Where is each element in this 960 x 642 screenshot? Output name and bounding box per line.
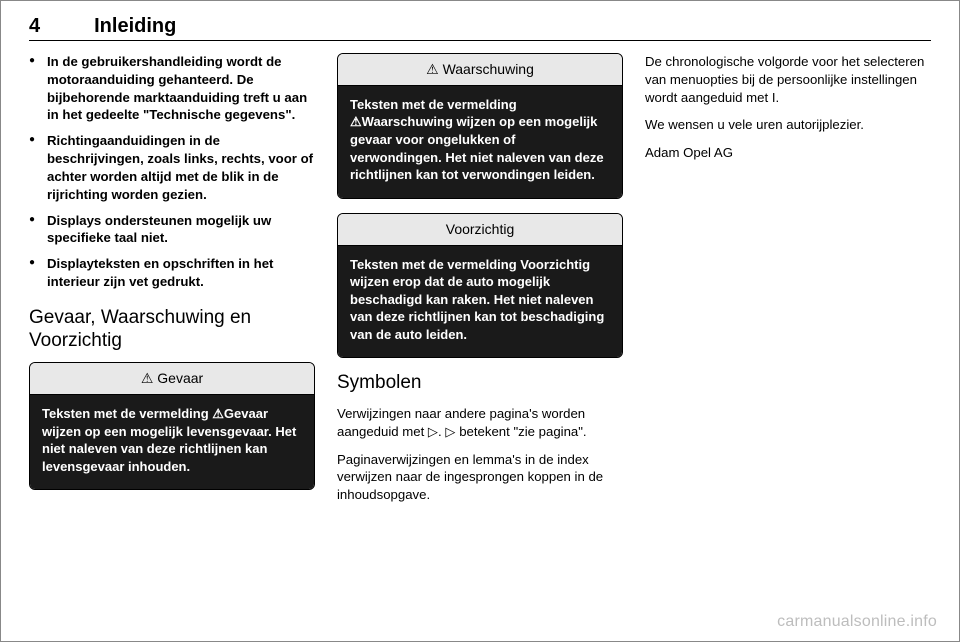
list-item: In de gebruikershandleiding wordt de mot…: [29, 53, 315, 124]
warning-icon: ⚠: [350, 114, 362, 129]
callout-warning-title: ⚠ Waarschuwing: [338, 54, 622, 86]
section-title: Inleiding: [94, 15, 176, 38]
column-2: ⚠ Waarschuwing Teksten met de vermelding…: [337, 53, 623, 593]
paragraph: Verwijzingen naar andere pagina's worden…: [337, 405, 623, 441]
watermark: carmanualsonline.info: [777, 613, 937, 631]
callout-body-em: Waarschuwing: [362, 114, 453, 129]
callout-caution: Voorzichtig Teksten met de vermelding Vo…: [337, 213, 623, 359]
warning-icon: ⚠: [141, 370, 154, 386]
callout-body-em: Gevaar: [224, 406, 268, 421]
callout-danger-title: ⚠ Gevaar: [30, 363, 314, 395]
page-header: 4 Inleiding: [29, 15, 931, 41]
callout-body-text: Teksten met de vermelding: [350, 97, 517, 112]
callout-danger-body: Teksten met de vermelding ⚠Gevaar wijzen…: [30, 395, 314, 489]
list-item: Displays ondersteunen mogelijk uw specif…: [29, 212, 315, 248]
callout-title-text: Gevaar: [157, 370, 203, 386]
list-item: Richtingaanduidingen in de beschrijvinge…: [29, 132, 315, 203]
callout-caution-title: Voorzichtig: [338, 214, 622, 246]
subheading-symbolen: Symbolen: [337, 372, 623, 395]
page: 4 Inleiding In de gebruikershandleiding …: [0, 0, 960, 642]
list-item: Displayteksten en opschriften in het int…: [29, 255, 315, 291]
page-number: 4: [29, 15, 40, 38]
subheading-gevaar: Gevaar, Waarschuwing en Voorzichtig: [29, 307, 315, 353]
callout-title-text: Waarschuwing: [443, 61, 534, 77]
callout-warning: ⚠ Waarschuwing Teksten met de vermelding…: [337, 53, 623, 199]
bullet-list: In de gebruikershandleiding wordt de mot…: [29, 53, 315, 291]
paragraph: Paginaverwijzingen en lemma's in de inde…: [337, 451, 623, 504]
paragraph: Adam Opel AG: [645, 144, 931, 162]
column-1: In de gebruikershandleiding wordt de mot…: [29, 53, 315, 593]
callout-body-rest: wijzen op een mogelijk levensgevaar. Het…: [42, 424, 296, 474]
callout-title-text: Voorzichtig: [446, 221, 514, 237]
callout-warning-body: Teksten met de vermelding ⚠Waarschuwing …: [338, 86, 622, 198]
column-3: De chronologische volgorde voor het sele…: [645, 53, 931, 593]
warning-icon: ⚠: [426, 61, 439, 77]
callout-body-text: Teksten met de vermelding: [42, 406, 212, 421]
paragraph: De chronologische volgorde voor het sele…: [645, 53, 931, 106]
callout-danger: ⚠ Gevaar Teksten met de vermelding ⚠Geva…: [29, 362, 315, 490]
callout-caution-body: Teksten met de vermelding Voorzichtig wi…: [338, 246, 622, 358]
paragraph: We wensen u vele uren autorijplezier.: [645, 116, 931, 134]
warning-icon: ⚠: [212, 406, 224, 421]
content-columns: In de gebruikershandleiding wordt de mot…: [29, 53, 931, 593]
